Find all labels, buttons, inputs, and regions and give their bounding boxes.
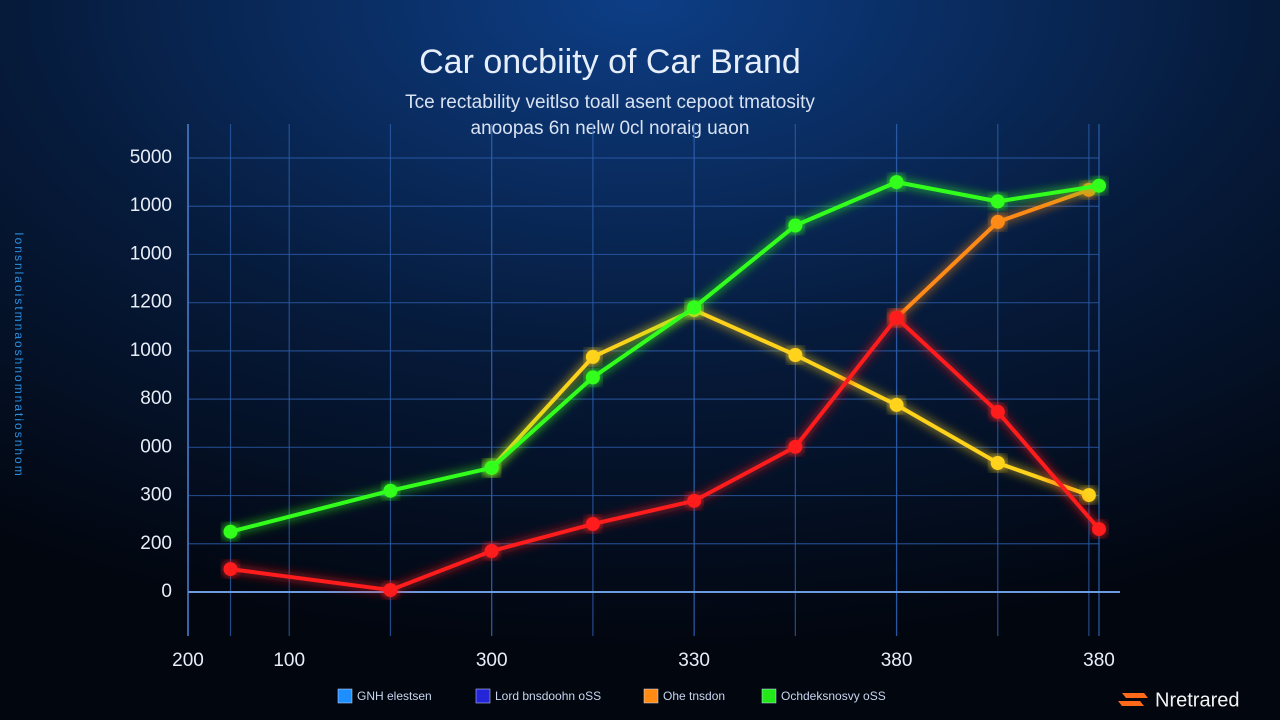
data-point bbox=[687, 493, 702, 508]
data-point bbox=[223, 562, 238, 577]
legend-label: Ohe tnsdon bbox=[663, 689, 725, 703]
data-point bbox=[585, 349, 600, 364]
x-tick-label: 380 bbox=[881, 650, 913, 671]
y-tick-label: 000 bbox=[140, 436, 172, 457]
y-tick-label: 0 bbox=[161, 581, 172, 602]
data-point bbox=[990, 194, 1005, 209]
data-point bbox=[990, 214, 1005, 229]
data-point bbox=[687, 300, 702, 315]
chart-subtitle: Tce rectability veitlso toall asent cepo… bbox=[405, 92, 815, 113]
legend-swatch bbox=[761, 688, 777, 704]
watermark-logo bbox=[1118, 693, 1148, 706]
data-point bbox=[788, 439, 803, 454]
data-point bbox=[1092, 178, 1106, 193]
x-tick-label: 200 bbox=[172, 650, 204, 671]
y-tick-label: 800 bbox=[140, 388, 172, 409]
data-point bbox=[585, 370, 600, 385]
y-tick-label: 1000 bbox=[130, 243, 172, 264]
data-point bbox=[383, 583, 398, 598]
data-point bbox=[383, 483, 398, 498]
data-point bbox=[223, 524, 238, 539]
data-point bbox=[990, 404, 1005, 419]
x-tick-label: 380 bbox=[1083, 650, 1115, 671]
y-tick-label: 1200 bbox=[130, 292, 172, 313]
data-point bbox=[889, 310, 904, 325]
y-tick-label: 1000 bbox=[130, 195, 172, 216]
chart-subtitle: anoopas 6n nelw 0cl noraig uaon bbox=[471, 118, 750, 139]
data-point bbox=[484, 460, 499, 475]
legend-swatch bbox=[337, 688, 353, 704]
data-point bbox=[889, 397, 904, 412]
y-tick-label: 1000 bbox=[130, 340, 172, 361]
legend-swatch bbox=[643, 688, 659, 704]
legend-label: GNH elestsen bbox=[357, 689, 432, 703]
x-tick-label: 300 bbox=[476, 650, 508, 671]
data-point bbox=[1092, 522, 1106, 537]
data-point bbox=[484, 544, 499, 559]
data-point bbox=[585, 517, 600, 532]
watermark: Nretrared bbox=[1155, 689, 1239, 711]
x-tick-label: 100 bbox=[273, 650, 305, 671]
legend: GNH elestsen Lord bnsdoohn oSS Ohe tnsdon O… bbox=[337, 688, 886, 704]
legend-swatch bbox=[475, 688, 491, 704]
side-label: Ionsnlaoistmnaoshnomnatiosnhom bbox=[12, 232, 26, 477]
y-tick-label: 300 bbox=[140, 485, 172, 506]
chart-title: Car oncbiity of Car Brand bbox=[419, 43, 801, 81]
data-point bbox=[788, 347, 803, 362]
plot-area: 0 200 300 000 800 1000 1200 1000 1000 5000 200 100 3… bbox=[130, 124, 1120, 671]
legend-label: Ochdeksnosvy oSS bbox=[781, 689, 886, 703]
data-point bbox=[788, 218, 803, 233]
y-tick-label: 5000 bbox=[130, 147, 172, 168]
data-point bbox=[1081, 488, 1096, 503]
data-point bbox=[889, 175, 904, 190]
x-tick-label: 330 bbox=[678, 650, 710, 671]
legend-label: Lord bnsdoohn oSS bbox=[495, 689, 601, 703]
y-tick-label: 200 bbox=[140, 533, 172, 554]
data-point bbox=[990, 456, 1005, 471]
